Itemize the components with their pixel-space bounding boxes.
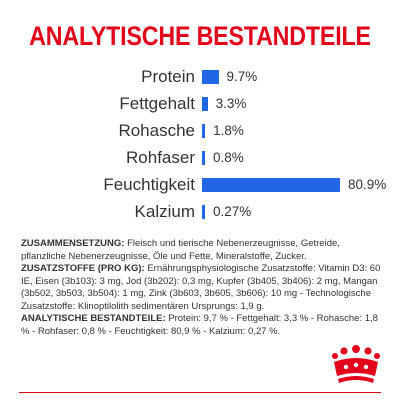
chart-value-label: 1.8% xyxy=(213,123,244,138)
crown-far-left-ball-icon xyxy=(332,353,338,359)
chart-value-label: 9.7% xyxy=(226,69,258,84)
constituents-paragraph: ANALYTISCHE BESTANDTEILE: Protein: 9,7 %… xyxy=(21,313,381,338)
bottom-divider xyxy=(19,392,381,393)
additives-text: Ernährungsphysiologische Zusatzstoffe: V… xyxy=(21,263,381,312)
chart-category-label: Feuchtigkeit xyxy=(103,175,195,194)
royal-canin-crown-logo xyxy=(332,345,380,383)
chart-bar xyxy=(202,70,219,84)
chart-value-label: 0.27% xyxy=(213,204,252,219)
crown-far-right-ball-icon xyxy=(374,353,380,359)
chart-row: Rohasche 1.8% xyxy=(0,118,400,144)
chart-category-label: Rohfaser xyxy=(126,148,195,167)
crown-left-ball-icon xyxy=(340,347,348,355)
chart-bar xyxy=(202,178,340,192)
chart-row: Fettgehalt 3.3% xyxy=(0,91,400,117)
constituents-text: Protein: 9,7 % - Fettgehalt: 3,3 % - Roh… xyxy=(21,313,378,337)
crown-top-ball-icon xyxy=(352,345,360,353)
chart-category-label: Kalzium xyxy=(134,202,195,221)
page-title: ANALYTISCHE BESTANDTEILE xyxy=(29,21,371,51)
composition-label: ZUSAMMENSETZUNG: xyxy=(21,238,125,249)
chart-row: Rohfaser 0.8% xyxy=(0,145,400,171)
product-text: ZUSAMMENSETZUNG: Fleisch und tierische N… xyxy=(21,238,381,338)
chart-category-label: Protein xyxy=(141,67,195,86)
chart-bar xyxy=(202,97,208,111)
composition-paragraph: ZUSAMMENSETZUNG: Fleisch und tierische N… xyxy=(21,238,381,263)
chart-value-label: 80.9% xyxy=(348,177,387,192)
crown-band-icon xyxy=(338,376,374,383)
additives-paragraph: ZUSATZSTOFFE (PRO KG): Ernährungsphysiol… xyxy=(21,263,381,313)
chart-category-label: Fettgehalt xyxy=(119,94,195,113)
chart-value-label: 0.8% xyxy=(213,150,244,165)
composition-text: Fleisch und tierische Nebenerzeugnisse, … xyxy=(21,238,340,262)
chart-row: Kalzium 0.27% xyxy=(0,199,400,225)
additives-label: ZUSATZSTOFFE (PRO KG): xyxy=(21,263,145,274)
constituents-label: ANALYTISCHE BESTANDTEILE: xyxy=(21,313,166,324)
crown-right-ball-icon xyxy=(364,347,372,355)
chart-category-label: Rohasche xyxy=(118,121,195,140)
chart-bar xyxy=(202,124,206,138)
chart-bar xyxy=(202,151,205,165)
chart-bar xyxy=(202,205,205,219)
chart-row: Feuchtigkeit 80.9% xyxy=(0,172,400,198)
chart-row: Protein 9.7% xyxy=(0,64,400,90)
chart-value-label: 3.3% xyxy=(215,96,247,111)
